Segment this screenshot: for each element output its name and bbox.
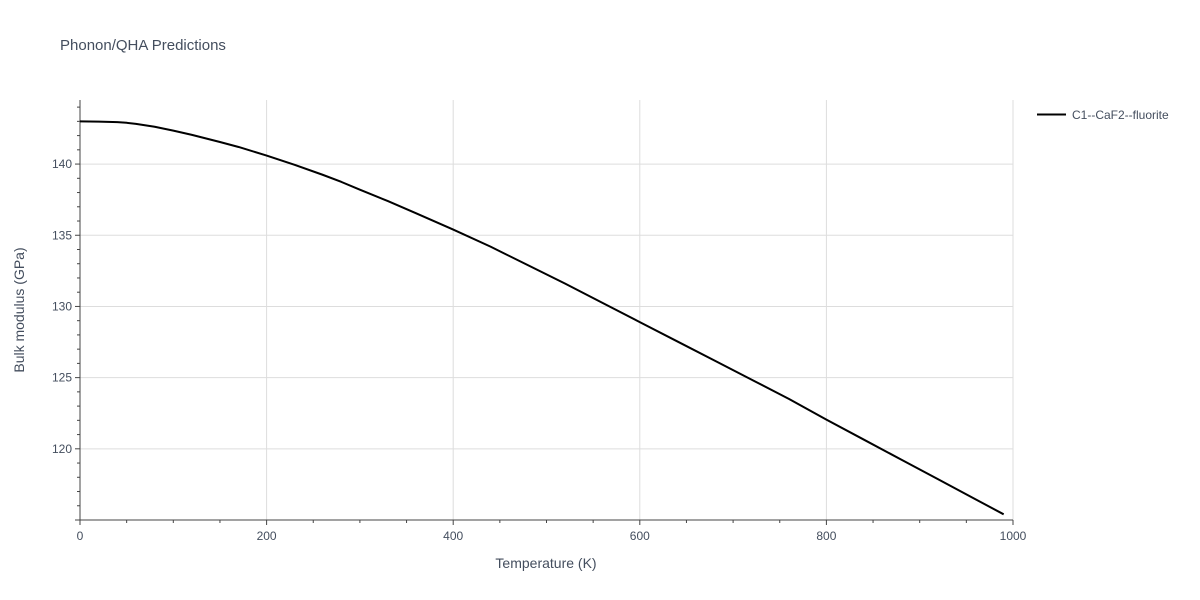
- chart-title: Phonon/QHA Predictions: [60, 37, 226, 54]
- x-tick-label: 0: [77, 529, 84, 543]
- y-tick-label: 120: [52, 442, 72, 456]
- x-tick-labels: 0 200 400 600 800 1000: [77, 529, 1027, 543]
- axes: [75, 100, 1014, 525]
- x-tick-label: 400: [443, 529, 463, 543]
- y-tick-label: 140: [52, 157, 72, 171]
- series-line-0: [79, 120, 1005, 516]
- x-axis-label: Temperature (K): [495, 555, 596, 571]
- x-tick-label: 200: [257, 529, 277, 543]
- y-axis-label: Bulk modulus (GPa): [11, 247, 27, 372]
- legend-label: C1--CaF2--fluorite: [1072, 108, 1169, 122]
- x-tick-label: 600: [630, 529, 650, 543]
- x-tick-label: 800: [816, 529, 836, 543]
- y-tick-labels: 120 125 130 135 140: [52, 157, 72, 456]
- grid: [80, 100, 1014, 520]
- series-layer: [79, 120, 1005, 516]
- legend[interactable]: C1--CaF2--fluorite: [1037, 108, 1169, 122]
- y-tick-label: 135: [52, 228, 72, 242]
- y-tick-label: 125: [52, 371, 72, 385]
- y-tick-label: 130: [52, 299, 72, 313]
- x-tick-label: 1000: [1000, 529, 1027, 543]
